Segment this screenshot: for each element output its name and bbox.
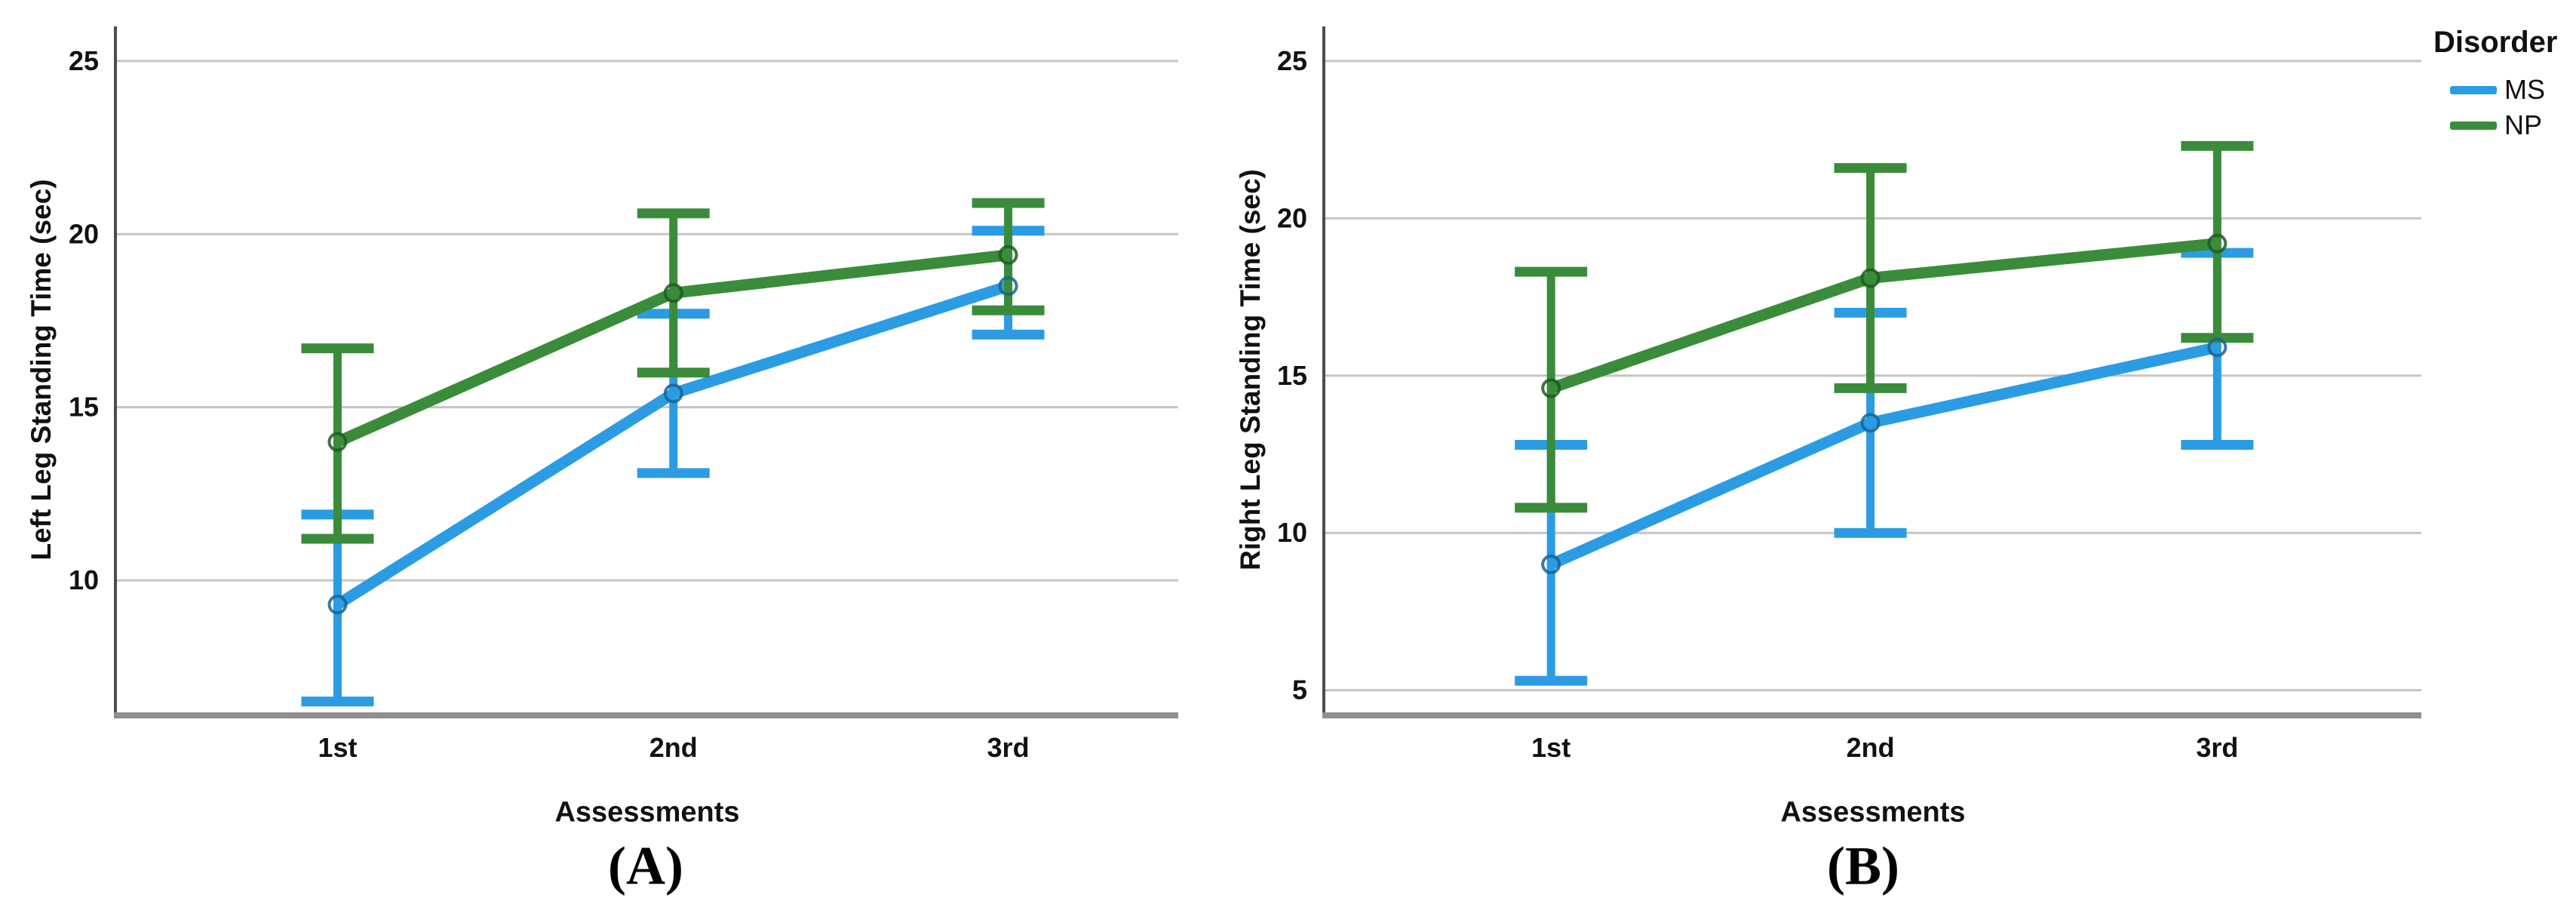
panel-b-ytick-25: 25 [1277,45,1307,76]
panel-b-series-np-marker-2nd [1860,268,1881,288]
panel-a-ytick-15: 15 [69,392,99,423]
panel-b-series-ms-marker-2nd [1860,413,1881,433]
panel-a-series-np-marker-1st [327,432,348,452]
panel-a-xtick-2nd: 2nd [649,732,698,763]
panel-a-series-np-marker-2nd [663,283,683,303]
panel-a-series-ms-marker-1st [327,595,348,615]
panel-b-series-ms-marker-1st [1541,554,1561,574]
panel-b-ytick-15: 15 [1277,360,1307,391]
panel-a-series-ms-marker-3rd [998,276,1018,297]
panel-b-ytick-20: 20 [1277,202,1307,233]
panel-b-series-np-marker-1st [1541,378,1561,398]
panel-a-ytick-20: 20 [69,218,99,249]
panel-b-series-ms-marker-3rd [2207,337,2228,358]
panel-b-ytick-10: 10 [1277,517,1307,548]
panel-b-ytick-5: 5 [1292,675,1307,706]
panel-b-series-np-marker-3rd [2207,233,2228,254]
panel-a-xtick-1st: 1st [318,732,357,763]
panel-a-ytick-10: 10 [69,564,99,595]
panel-b-series-ms-line [1549,341,2218,570]
panel-b-series-np-line [1549,238,2218,394]
panel-a-series-ms-line [334,280,1010,610]
panel-b-xtick-2nd: 2nd [1847,732,1895,763]
panel-a-ytick-25: 25 [69,45,99,76]
panel-b-xtick-1st: 1st [1531,732,1570,763]
panel-a-series-ms-marker-2nd [663,383,683,404]
panel-b-xtick-3rd: 3rd [2196,732,2238,763]
panel-a-xtick-3rd: 3rd [987,732,1030,763]
panel-a-series-np-line [335,249,1009,447]
panel-a-series-np-marker-3rd [998,244,1018,265]
